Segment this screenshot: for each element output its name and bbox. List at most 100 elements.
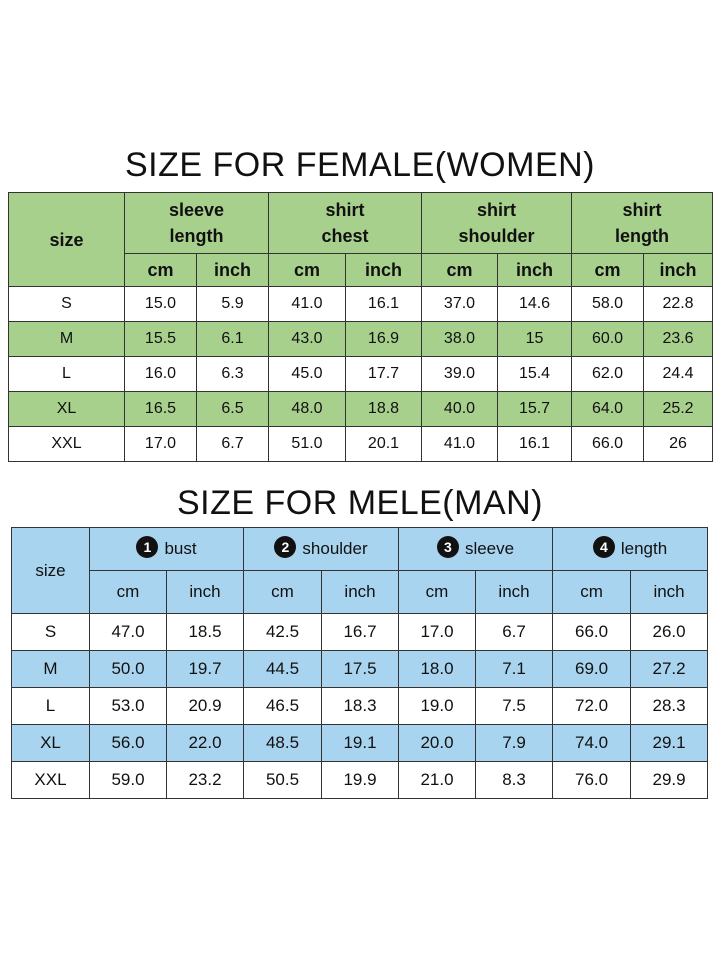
size-cell: S <box>8 286 125 322</box>
size-cell: M <box>8 321 125 357</box>
value-cell: 8.3 <box>475 761 554 799</box>
value-cell: 20.0 <box>398 724 477 762</box>
size-cell: M <box>11 650 90 688</box>
unit-header-cm: cm <box>268 253 346 287</box>
value-cell: 22.0 <box>165 724 245 762</box>
value-cell: 15.5 <box>124 321 197 357</box>
value-cell: 24.4 <box>643 356 714 392</box>
unit-header-inch: inch <box>165 570 245 614</box>
size-cell: S <box>11 613 90 651</box>
unit-header-inch: inch <box>643 253 714 287</box>
value-cell: 72.0 <box>552 687 632 725</box>
value-cell: 23.6 <box>643 321 714 357</box>
value-cell: 19.9 <box>321 761 400 799</box>
number-4-icon: 4 <box>592 536 615 558</box>
value-cell: 42.5 <box>243 613 323 651</box>
men-header-length: 4 length <box>552 527 709 571</box>
value-cell: 64.0 <box>571 391 645 427</box>
value-cell: 17.0 <box>124 426 197 462</box>
men-header-shoulder: 2 shoulder <box>243 527 400 571</box>
value-cell: 41.0 <box>421 426 498 462</box>
value-cell: 58.0 <box>571 286 645 322</box>
value-cell: 20.1 <box>345 426 422 462</box>
value-cell: 16.9 <box>345 321 422 357</box>
unit-header-inch: inch <box>345 253 422 287</box>
value-cell: 26 <box>643 426 714 462</box>
men-size-table: size 1 bust 2 shoulder 3 sleeve 4 length cm … <box>11 527 709 799</box>
value-cell: 21.0 <box>398 761 477 799</box>
table-row: XXL 17.0 6.7 51.0 20.1 41.0 16.1 66.0 26 <box>8 426 714 462</box>
value-cell: 29.1 <box>630 724 709 762</box>
number-1-icon: 1 <box>136 536 159 558</box>
men-size-header: size <box>11 527 90 614</box>
value-cell: 17.5 <box>321 650 400 688</box>
value-cell: 6.3 <box>196 356 269 392</box>
number-2-icon: 2 <box>274 536 297 558</box>
value-cell: 18.0 <box>398 650 477 688</box>
women-header-shirt-chest: shirt chest <box>268 192 422 254</box>
table-row: S 15.0 5.9 41.0 16.1 37.0 14.6 58.0 22.8 <box>8 286 714 322</box>
men-header-sleeve: 3 sleeve <box>398 527 554 571</box>
women-size-chart-title: SIZE FOR FEMALE(WOMEN) <box>125 146 595 184</box>
value-cell: 40.0 <box>421 391 498 427</box>
value-cell: 17.0 <box>398 613 477 651</box>
size-cell: XXL <box>8 426 125 462</box>
value-cell: 19.0 <box>398 687 477 725</box>
value-cell: 18.5 <box>165 613 245 651</box>
unit-header-inch: inch <box>196 253 269 287</box>
table-row: L 53.0 20.9 46.5 18.3 19.0 7.5 72.0 28.3 <box>11 687 709 725</box>
value-cell: 46.5 <box>243 687 323 725</box>
value-cell: 5.9 <box>196 286 269 322</box>
value-cell: 48.5 <box>243 724 323 762</box>
value-cell: 76.0 <box>552 761 632 799</box>
value-cell: 16.1 <box>345 286 422 322</box>
women-size-header: size <box>8 192 125 287</box>
value-cell: 16.5 <box>124 391 197 427</box>
header-line: sleeve <box>168 200 225 220</box>
women-header-shirt-length: shirt length <box>571 192 714 254</box>
value-cell: 6.1 <box>196 321 269 357</box>
value-cell: 22.8 <box>643 286 714 322</box>
value-cell: 45.0 <box>268 356 346 392</box>
unit-header-inch: inch <box>475 570 554 614</box>
unit-header-cm: cm <box>552 570 632 614</box>
size-cell: L <box>11 687 90 725</box>
value-cell: 18.3 <box>321 687 400 725</box>
size-cell: L <box>8 356 125 392</box>
table-row: XL 16.5 6.5 48.0 18.8 40.0 15.7 64.0 25.… <box>8 391 714 427</box>
size-cell: XXL <box>11 761 90 799</box>
value-cell: 51.0 <box>268 426 346 462</box>
value-cell: 69.0 <box>552 650 632 688</box>
table-row: M 15.5 6.1 43.0 16.9 38.0 15 60.0 23.6 <box>8 321 714 357</box>
value-cell: 16.7 <box>321 613 400 651</box>
value-cell: 59.0 <box>89 761 167 799</box>
header-label: bust <box>164 539 197 558</box>
number-3-icon: 3 <box>436 536 459 558</box>
value-cell: 53.0 <box>89 687 167 725</box>
header-line: length <box>615 226 670 246</box>
table-row: XL 56.0 22.0 48.5 19.1 20.0 7.9 74.0 29.… <box>11 724 709 762</box>
unit-header-inch: inch <box>321 570 400 614</box>
value-cell: 19.7 <box>165 650 245 688</box>
value-cell: 27.2 <box>630 650 709 688</box>
value-cell: 39.0 <box>421 356 498 392</box>
table-row: S 47.0 18.5 42.5 16.7 17.0 6.7 66.0 26.0 <box>11 613 709 651</box>
header-label: sleeve <box>464 539 515 558</box>
value-cell: 15 <box>496 321 573 357</box>
value-cell: 60.0 <box>571 321 645 357</box>
value-cell: 15.4 <box>496 356 573 392</box>
women-header-shirt-shoulder: shirt shoulder <box>420 192 573 254</box>
unit-header-inch: inch <box>496 253 573 287</box>
header-label: length <box>620 539 668 558</box>
value-cell: 41.0 <box>268 286 346 322</box>
value-cell: 62.0 <box>571 356 645 392</box>
women-size-table: size sleeve length shirt chest shirt sho… <box>8 192 714 462</box>
women-header-sleeve-length: sleeve length <box>124 192 269 254</box>
value-cell: 44.5 <box>243 650 323 688</box>
value-cell: 7.5 <box>475 687 554 725</box>
men-size-chart-title: SIZE FOR MELE(MAN) <box>176 484 544 522</box>
unit-header-cm: cm <box>89 570 167 614</box>
table-row: L 16.0 6.3 45.0 17.7 39.0 15.4 62.0 24.4 <box>8 356 714 392</box>
size-cell: XL <box>11 724 90 762</box>
value-cell: 14.6 <box>496 286 573 322</box>
